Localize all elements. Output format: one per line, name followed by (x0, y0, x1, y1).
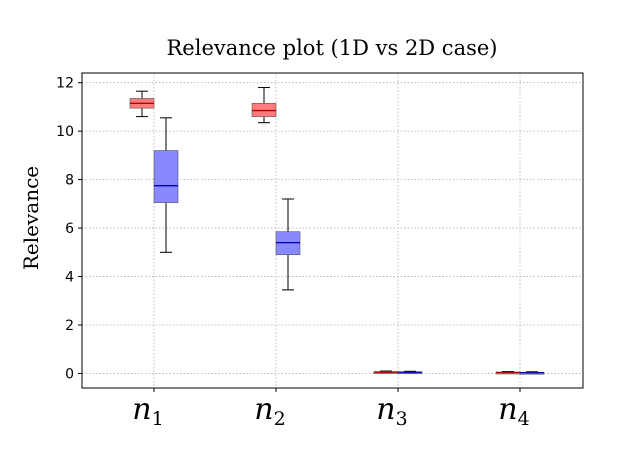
box-1D-n4 (495, 371, 521, 375)
box-2D-n2 (275, 198, 301, 291)
y-tick-label: 8 (65, 173, 74, 189)
y-tick-label: 6 (65, 221, 74, 237)
x-tick-label: n2 (254, 392, 285, 430)
x-tick-label: n1 (132, 392, 163, 430)
y-axis-label: Relevance (19, 166, 43, 270)
box-2D-n3 (397, 370, 423, 375)
plot-frame (81, 72, 584, 389)
y-tick-label: 2 (65, 318, 74, 334)
box-1D-n1 (129, 90, 155, 118)
box-1D-n3 (373, 370, 399, 374)
box-1D-n2 (251, 87, 277, 124)
iqr-box (153, 150, 179, 203)
y-tick-label: 0 (65, 366, 74, 382)
box-2D-n4 (519, 371, 545, 375)
x-tick-label: n4 (498, 392, 529, 430)
chart-title: Relevance plot (1D vs 2D case) (166, 36, 497, 60)
y-tick-label: 10 (56, 124, 74, 140)
x-tick-label: n3 (376, 392, 407, 430)
y-tick-label: 4 (65, 270, 74, 286)
box-2D-n1 (153, 117, 179, 253)
y-tick-label: 12 (56, 76, 74, 92)
